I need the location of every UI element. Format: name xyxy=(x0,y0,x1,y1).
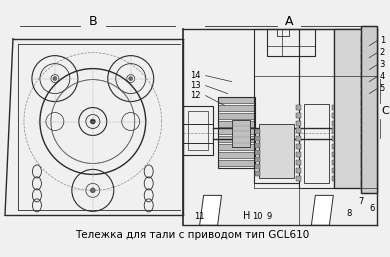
Bar xyxy=(361,36,368,43)
Bar xyxy=(300,29,334,188)
Text: 3: 3 xyxy=(379,60,385,69)
Bar xyxy=(183,106,213,155)
Bar xyxy=(332,152,337,158)
Text: 12: 12 xyxy=(190,91,201,100)
Bar xyxy=(296,121,301,125)
Text: 4: 4 xyxy=(379,72,385,81)
Bar xyxy=(332,105,337,109)
Text: 6: 6 xyxy=(370,204,375,213)
Text: 5: 5 xyxy=(379,84,385,93)
Bar xyxy=(361,107,368,115)
Bar xyxy=(296,105,301,109)
Bar xyxy=(332,168,337,173)
Text: 1: 1 xyxy=(379,36,385,45)
Bar xyxy=(296,168,301,173)
Bar xyxy=(296,160,301,166)
Bar xyxy=(277,29,289,36)
Bar xyxy=(296,128,301,133)
Bar xyxy=(361,170,368,177)
Bar xyxy=(332,160,337,166)
Bar xyxy=(361,26,377,193)
Text: 9: 9 xyxy=(267,212,272,221)
Bar xyxy=(361,81,368,88)
Bar xyxy=(218,152,255,158)
Bar xyxy=(332,176,337,181)
Bar xyxy=(255,164,261,169)
Text: B: B xyxy=(89,15,97,28)
Text: 7: 7 xyxy=(358,197,364,206)
Bar xyxy=(332,113,337,117)
Bar xyxy=(188,111,207,150)
Bar xyxy=(268,29,316,56)
Text: 13: 13 xyxy=(190,81,201,90)
Bar xyxy=(218,105,255,111)
Bar xyxy=(255,130,261,134)
Bar xyxy=(255,136,261,141)
Bar xyxy=(218,121,255,126)
Bar xyxy=(361,54,368,61)
Bar xyxy=(218,136,255,142)
Circle shape xyxy=(90,188,95,193)
Text: 8: 8 xyxy=(347,209,352,218)
Bar xyxy=(332,136,337,141)
Bar xyxy=(334,29,364,188)
Bar xyxy=(334,29,364,188)
Text: 2: 2 xyxy=(379,48,385,57)
Bar xyxy=(361,143,368,150)
Bar xyxy=(218,160,255,167)
Bar xyxy=(296,176,301,181)
Bar xyxy=(361,116,368,124)
Bar xyxy=(255,158,261,162)
Text: Тележка для тали с приводом тип GCL610: Тележка для тали с приводом тип GCL610 xyxy=(76,230,310,240)
Bar xyxy=(255,171,261,176)
Bar xyxy=(232,120,250,148)
Circle shape xyxy=(129,77,133,81)
Bar xyxy=(361,45,368,52)
Bar xyxy=(361,125,368,133)
Bar xyxy=(218,144,255,150)
Bar xyxy=(361,161,368,168)
Bar xyxy=(332,144,337,150)
Bar xyxy=(361,63,368,70)
Bar xyxy=(332,128,337,133)
Bar xyxy=(332,121,337,125)
Polygon shape xyxy=(200,195,222,225)
Bar xyxy=(296,144,301,150)
Text: 11: 11 xyxy=(194,212,205,221)
Bar xyxy=(304,104,329,183)
Bar xyxy=(361,90,368,97)
Bar xyxy=(255,29,300,183)
Bar xyxy=(255,150,261,155)
Text: 14: 14 xyxy=(190,71,201,80)
Bar xyxy=(259,124,294,178)
Bar xyxy=(218,128,255,134)
Bar xyxy=(218,113,255,118)
Bar xyxy=(361,134,368,141)
Bar xyxy=(296,113,301,117)
Bar xyxy=(296,136,301,141)
Text: H: H xyxy=(243,211,250,221)
Bar xyxy=(255,127,349,140)
Text: 10: 10 xyxy=(252,212,263,221)
Polygon shape xyxy=(311,195,333,225)
Bar xyxy=(361,152,368,159)
Bar xyxy=(218,97,255,103)
Circle shape xyxy=(90,119,95,124)
Bar xyxy=(218,97,255,168)
Text: C: C xyxy=(381,106,389,116)
Bar xyxy=(361,72,368,79)
Circle shape xyxy=(53,77,57,81)
Bar xyxy=(255,143,261,149)
Bar xyxy=(361,26,377,193)
Bar xyxy=(361,99,368,106)
Text: A: A xyxy=(285,15,294,28)
Bar xyxy=(361,179,368,186)
Bar xyxy=(296,152,301,158)
